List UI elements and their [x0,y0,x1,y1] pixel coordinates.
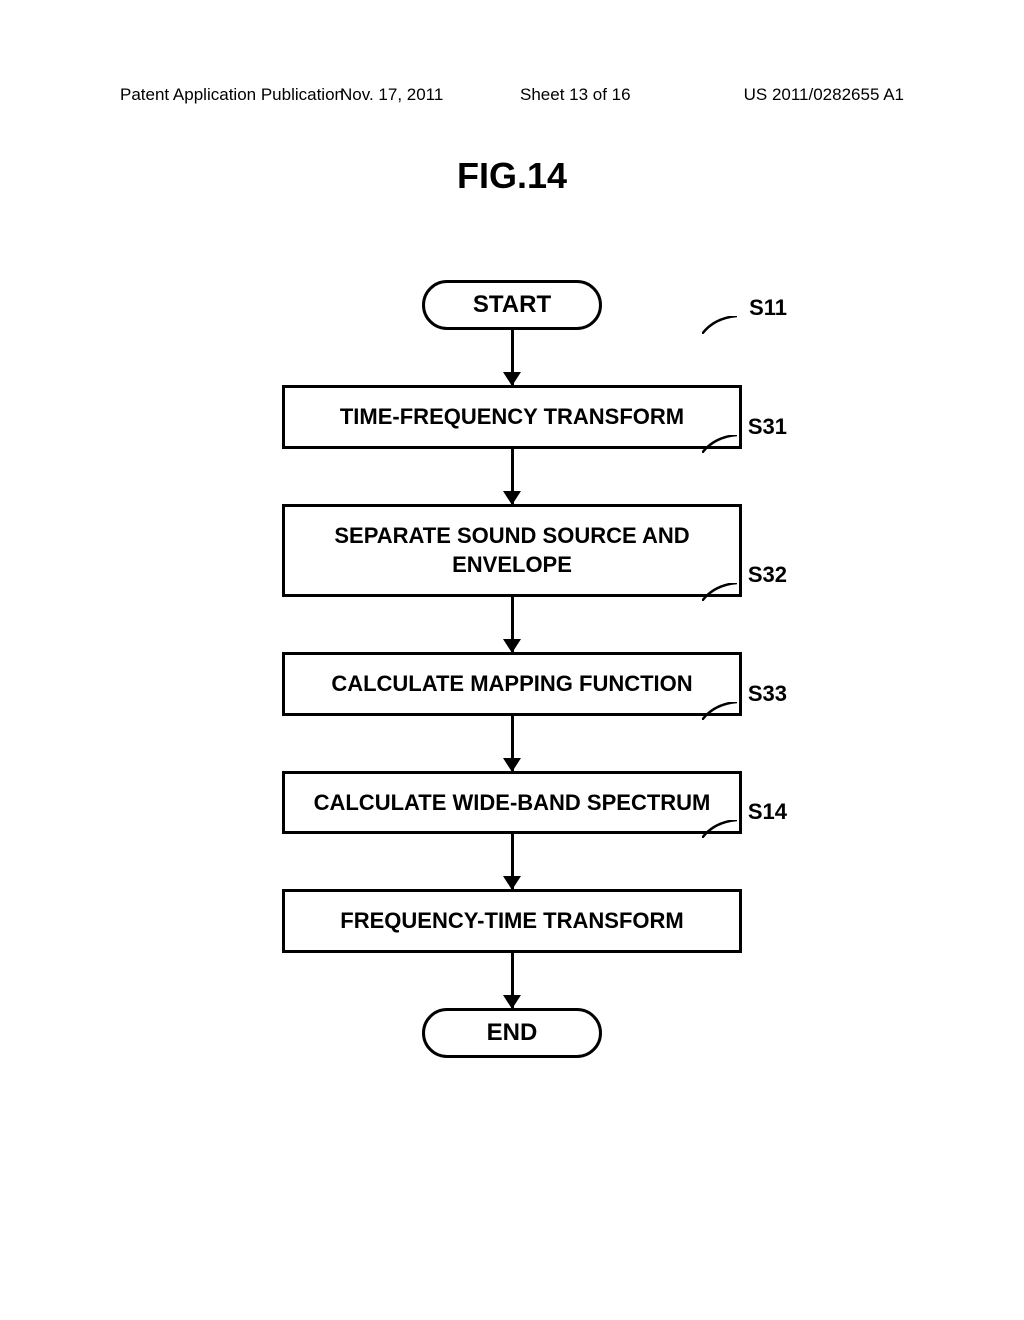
publication-number: US 2011/0282655 A1 [744,85,904,105]
connector-arrow [511,597,514,652]
process-box: CALCULATE WIDE-BAND SPECTRUM [282,771,742,835]
process-box: SEPARATE SOUND SOURCE AND ENVELOPE [282,504,742,597]
step-label: S11 [749,295,787,321]
process-box: TIME-FREQUENCY TRANSFORM [282,385,742,449]
step-group: S32 CALCULATE MAPPING FUNCTION [262,597,762,716]
page-header: Patent Application Publication Nov. 17, … [0,85,1024,105]
callout-curve [702,583,737,601]
connector-arrow [511,953,514,1008]
step-group: S31 SEPARATE SOUND SOURCE AND ENVELOPE [262,449,762,597]
step-label: S31 [748,414,787,440]
step-label: S32 [748,562,787,588]
connector-arrow [511,834,514,889]
callout-curve [702,702,737,720]
step-group: S11 TIME-FREQUENCY TRANSFORM [262,330,762,449]
process-box: FREQUENCY-TIME TRANSFORM [282,889,742,953]
callout-curve [702,316,737,334]
flowchart-container: START S11 TIME-FREQUENCY TRANSFORM S31 S… [262,280,762,1058]
step-label: S33 [748,681,787,707]
connector-arrow [511,716,514,771]
publication-date: Nov. 17, 2011 [340,85,443,105]
step-group: S33 CALCULATE WIDE-BAND SPECTRUM [262,716,762,835]
end-terminal: END [422,1008,602,1058]
publication-type: Patent Application Publication [120,85,344,105]
callout-curve [702,820,737,838]
connector-arrow [511,449,514,504]
callout-curve [702,435,737,453]
process-box: CALCULATE MAPPING FUNCTION [282,652,742,716]
start-terminal: START [422,280,602,330]
step-label: S14 [748,799,787,825]
figure-title: FIG.14 [457,155,567,197]
step-group: S14 FREQUENCY-TIME TRANSFORM [262,834,762,953]
sheet-number: Sheet 13 of 16 [520,85,631,105]
connector-arrow [511,330,514,385]
